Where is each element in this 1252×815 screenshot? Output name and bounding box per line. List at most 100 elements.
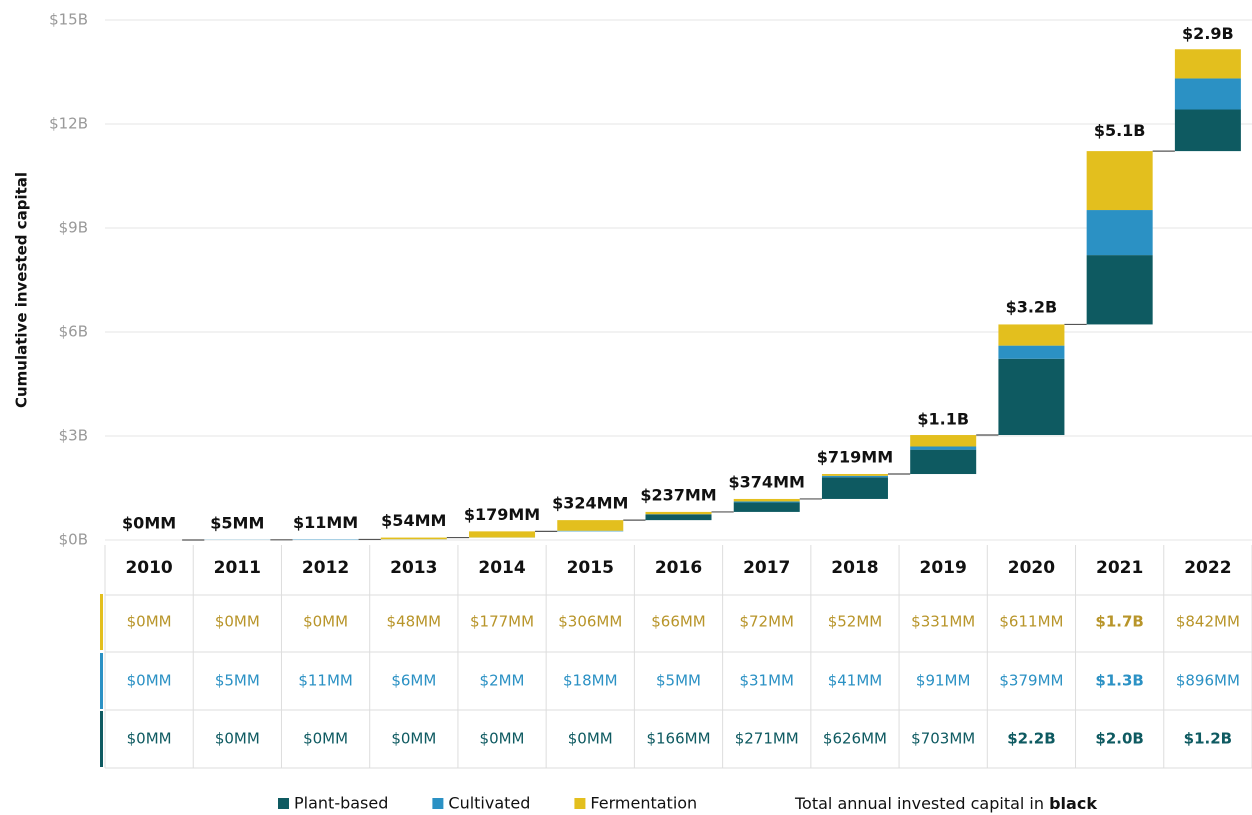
bar-segment (645, 511, 712, 515)
table-value: $306MM (558, 613, 622, 631)
legend-label: Plant-based (294, 794, 388, 813)
table-value: $331MM (911, 613, 975, 631)
table-value: $166MM (646, 730, 710, 748)
table-value: $52MM (828, 613, 883, 631)
table-value: $66MM (651, 613, 706, 631)
legend-swatch (574, 798, 586, 809)
table-value: $271MM (735, 730, 799, 748)
table-value: $0MM (480, 730, 525, 748)
legend-note-text: Total annual invested capital in (794, 794, 1049, 813)
y-tick-label: $15B (49, 11, 88, 29)
table-value: $31MM (739, 672, 794, 690)
x-tick-label: 2015 (567, 558, 614, 578)
table-value: $0MM (127, 730, 172, 748)
table-value: $0MM (391, 730, 436, 748)
x-tick-label: 2014 (478, 558, 525, 578)
bar-segment (998, 358, 1065, 436)
total-label: $5.1B (1094, 121, 1146, 140)
legend-label: Fermentation (590, 794, 697, 813)
table-value: $72MM (739, 613, 794, 631)
table-value: $703MM (911, 730, 975, 748)
x-tick-label: 2022 (1184, 558, 1231, 578)
table-value: $0MM (127, 613, 172, 631)
bar-segment (910, 435, 977, 447)
total-label: $324MM (552, 494, 628, 513)
table-value: $5MM (656, 672, 701, 690)
table-value: $379MM (999, 672, 1063, 690)
total-label: $0MM (122, 514, 176, 533)
legend-swatch (432, 798, 444, 809)
x-tick-label: 2012 (302, 558, 349, 578)
legend-label: Cultivated (448, 794, 530, 813)
x-tick-label: 2020 (1008, 558, 1055, 578)
bar-segment (1174, 49, 1241, 79)
table-value: $2MM (480, 672, 525, 690)
bar-segment (557, 520, 624, 531)
x-tick-label: 2011 (214, 558, 261, 578)
bar-segment (557, 530, 624, 532)
table-value: $6MM (391, 672, 436, 690)
total-label: $374MM (729, 472, 805, 491)
table-value: $0MM (215, 613, 260, 631)
table-value: $626MM (823, 730, 887, 748)
legend-swatch (278, 798, 289, 809)
total-label: $719MM (817, 448, 893, 467)
row-marker (100, 594, 103, 650)
table-value: $2.0B (1095, 730, 1143, 748)
total-label: $237MM (640, 485, 716, 504)
table-value: $1.7B (1095, 613, 1143, 631)
x-tick-label: 2013 (390, 558, 437, 578)
y-tick-label: $3B (59, 427, 88, 445)
x-tick-label: 2017 (743, 558, 790, 578)
table-value: $1.3B (1095, 672, 1143, 690)
table-value: $842MM (1176, 613, 1240, 631)
x-tick-label: 2016 (655, 558, 702, 578)
bar-segment (733, 501, 800, 503)
total-label: $54MM (381, 511, 446, 530)
x-tick-label: 2010 (125, 558, 172, 578)
total-label: $2.9B (1182, 24, 1234, 43)
table-value: $41MM (828, 672, 883, 690)
bar-segment (733, 502, 800, 512)
bar-segment (1174, 109, 1241, 152)
table-value: $896MM (1176, 672, 1240, 690)
table-value: $0MM (215, 730, 260, 748)
table-value: $2.2B (1007, 730, 1055, 748)
y-tick-label: $9B (59, 219, 88, 237)
total-label: $179MM (464, 505, 540, 524)
x-tick-label: 2019 (920, 558, 967, 578)
bar-segment (998, 324, 1065, 346)
row-marker (100, 711, 103, 767)
total-label: $3.2B (1006, 298, 1058, 317)
table-value: $177MM (470, 613, 534, 631)
y-axis-label: Cumulative invested capital (13, 172, 31, 408)
bar-segment (733, 498, 800, 502)
table-value: $91MM (916, 672, 971, 690)
table-value: $0MM (568, 730, 613, 748)
table-value: $0MM (303, 730, 348, 748)
bar-segment (380, 537, 447, 540)
bar-segment (1086, 210, 1153, 256)
bar-segment (910, 449, 977, 475)
bar-segment (1086, 151, 1153, 211)
x-tick-label: 2018 (831, 558, 878, 578)
table-value: $1.2B (1184, 730, 1232, 748)
bar-segment (1174, 78, 1241, 110)
y-tick-label: $6B (59, 323, 88, 341)
legend-note: Total annual invested capital in black (794, 794, 1097, 813)
x-tick-label: 2021 (1096, 558, 1143, 578)
total-label: $5MM (210, 513, 264, 532)
bar-segment (821, 475, 888, 478)
bar-segment (998, 345, 1065, 359)
table-value: $611MM (999, 613, 1063, 631)
total-label: $11MM (293, 513, 358, 532)
total-label: $1.1B (917, 409, 969, 428)
bar-segment (821, 474, 888, 476)
table-value: $5MM (215, 672, 260, 690)
table-value: $11MM (298, 672, 353, 690)
row-marker (100, 653, 103, 709)
bar-segment (645, 514, 712, 521)
table-value: $0MM (127, 672, 172, 690)
table-value: $18MM (563, 672, 618, 690)
